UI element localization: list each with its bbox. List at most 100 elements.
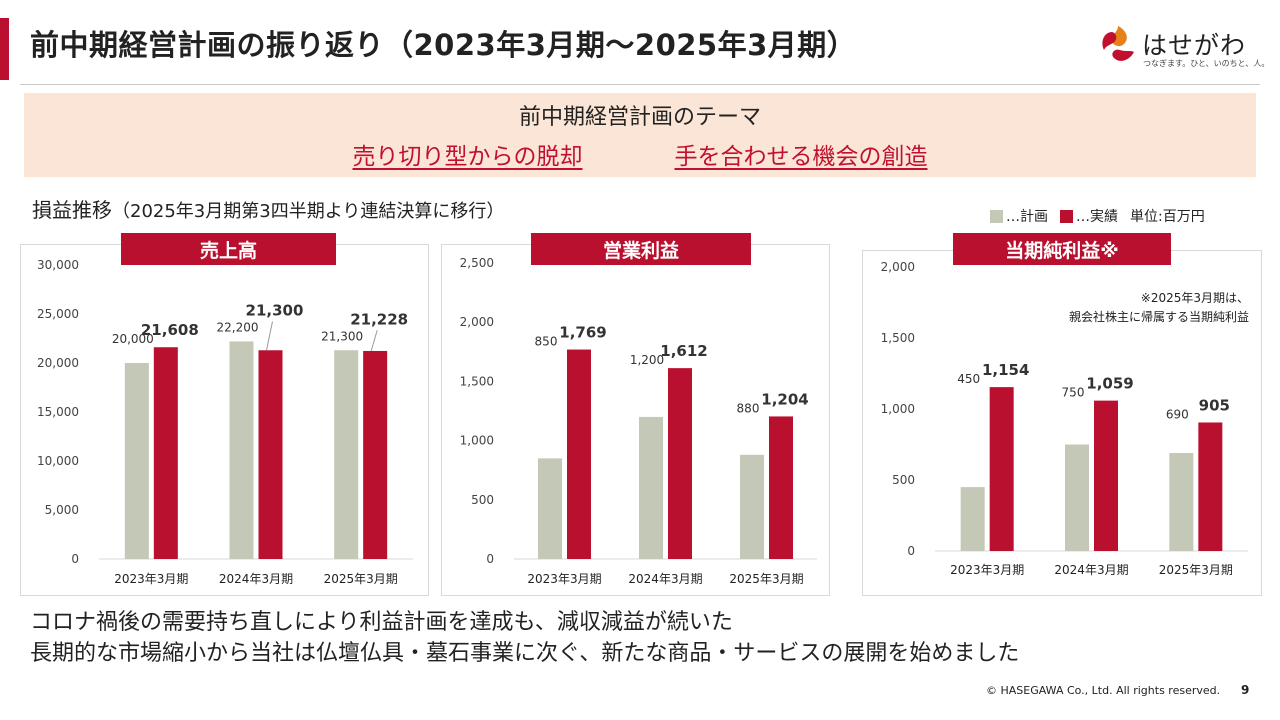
net-income-chart: 0 500 1,000 1,500 2,000 2023年3月期 450 1,154 2024年… bbox=[881, 260, 1248, 577]
plan-value-label: 21,300 bbox=[321, 329, 363, 343]
section-label-main: 損益推移 bbox=[32, 198, 112, 222]
y-tick-label: 20,000 bbox=[37, 356, 79, 370]
plan-bar bbox=[1065, 444, 1089, 551]
theme-item-2: 手を合わせる機会の創造 bbox=[674, 144, 928, 170]
y-tick-label: 1,000 bbox=[460, 434, 494, 448]
operating-profit-chart: 0 500 1,000 1,500 2,000 2,500 2023年3月期 850 1,769… bbox=[460, 256, 817, 586]
y-tick-label: 5,000 bbox=[45, 503, 79, 517]
plan-value-label: 20,000 bbox=[112, 332, 154, 346]
x-category-label: 2025年3月期 bbox=[324, 572, 398, 586]
plan-value-label: 690 bbox=[1166, 407, 1189, 421]
y-tick-label: 2,000 bbox=[460, 315, 494, 329]
chart-panel-operating-profit: 0 500 1,000 1,500 2,000 2,500 2023年3月期 850 1,769… bbox=[441, 244, 830, 596]
logo-text: はせがわ bbox=[1142, 31, 1247, 60]
actual-bar bbox=[769, 416, 793, 559]
y-tick-label: 2,500 bbox=[460, 256, 494, 270]
sales-chart: 0 5,000 10,000 15,000 20,000 25,000 30,000 2023… bbox=[37, 258, 413, 586]
plan-bar bbox=[538, 458, 562, 559]
actual-value-label: 1,204 bbox=[761, 390, 808, 408]
chart-title-net-income: 当期純利益※ bbox=[953, 233, 1171, 265]
legend-plan-swatch bbox=[990, 209, 1003, 223]
y-tick-label: 25,000 bbox=[37, 307, 79, 321]
conclusion-line-2: 長期的な市場縮小から当社は仏壇仏具・墓石事業に次ぐ、新たな商品・サービスの展開を… bbox=[30, 641, 1020, 666]
actual-bar bbox=[363, 350, 388, 559]
actual-value-label: 1,154 bbox=[982, 361, 1029, 379]
conclusion-text: コロナ禍後の需要持ち直しにより利益計画を達成も、減収減益が続いた 長期的な市場縮… bbox=[30, 607, 1019, 669]
actual-bar bbox=[567, 349, 591, 559]
net-income-note: ※2025年3月期は、 親会社株主に帰属する当期純利益 bbox=[1069, 289, 1249, 327]
y-tick-label: 30,000 bbox=[37, 258, 79, 272]
actual-value-label: 21,228 bbox=[350, 310, 408, 328]
plan-bar bbox=[639, 416, 663, 559]
y-tick-label: 0 bbox=[907, 544, 915, 558]
plan-value-label: 450 bbox=[957, 372, 980, 386]
y-tick-label: 10,000 bbox=[37, 454, 79, 468]
y-tick-label: 15,000 bbox=[37, 405, 79, 419]
plan-bar bbox=[1169, 453, 1194, 551]
theme-box: 前中期経営計画のテーマ 売り切り型からの脱却 手を合わせる機会の創造 bbox=[24, 93, 1256, 177]
actual-value-label: 21,608 bbox=[141, 321, 199, 339]
logo-tagline: つなぎます。ひと、いのちと、人。 bbox=[1143, 59, 1270, 68]
section-label-sub: （2025年3月期第3四半期より連結決算に移行） bbox=[112, 201, 505, 222]
net-income-note-line-1: ※2025年3月期は、 bbox=[1140, 291, 1249, 305]
page-title: 前中期経営計画の振り返り（2023年3月期～2025年3月期） bbox=[30, 28, 857, 62]
actual-bar bbox=[668, 368, 692, 559]
header-divider bbox=[20, 84, 1260, 85]
title-accent-bar bbox=[0, 18, 9, 80]
plan-bar bbox=[960, 487, 985, 551]
y-tick-label: 0 bbox=[71, 552, 79, 566]
plan-value-label: 750 bbox=[1062, 386, 1085, 400]
actual-bar bbox=[153, 347, 178, 559]
x-category-label: 2023年3月期 bbox=[114, 572, 188, 586]
conclusion-line-1: コロナ禍後の需要持ち直しにより利益計画を達成も、減収減益が続いた bbox=[30, 610, 733, 635]
plan-bar bbox=[740, 454, 764, 559]
legend-unit-label: 単位:百万円 bbox=[1130, 209, 1205, 225]
net-income-note-line-2: 親会社株主に帰属する当期純利益 bbox=[1068, 310, 1249, 324]
actual-value-label: 1,769 bbox=[559, 324, 606, 342]
y-tick-label: 500 bbox=[892, 473, 915, 487]
y-tick-label: 500 bbox=[471, 493, 494, 507]
company-logo: はせがわ つなぎます。ひと、いのちと、人。 bbox=[1098, 24, 1270, 74]
actual-bar bbox=[1198, 422, 1223, 551]
x-category-label: 2023年3月期 bbox=[527, 572, 601, 586]
plan-value-label: 880 bbox=[737, 401, 760, 415]
legend-actual-swatch bbox=[1060, 209, 1073, 223]
theme-item-1: 売り切り型からの脱却 bbox=[352, 144, 583, 170]
actual-bar bbox=[258, 350, 283, 559]
x-category-label: 2024年3月期 bbox=[628, 572, 702, 586]
actual-leader-line bbox=[266, 321, 273, 351]
plan-value-label: 850 bbox=[535, 335, 558, 349]
chart-panel-net-income: 0 500 1,000 1,500 2,000 2023年3月期 450 1,154 2024年… bbox=[862, 250, 1262, 596]
y-tick-label: 0 bbox=[486, 552, 494, 566]
actual-value-label: 1,059 bbox=[1086, 375, 1133, 393]
chart-title-operating-profit: 営業利益 bbox=[531, 233, 751, 265]
plan-value-label: 1,200 bbox=[630, 353, 664, 367]
x-category-label: 2023年3月期 bbox=[950, 563, 1024, 577]
actual-bar bbox=[1094, 400, 1118, 551]
x-category-label: 2024年3月期 bbox=[219, 572, 293, 586]
theme-title: 前中期経営計画のテーマ bbox=[518, 105, 761, 130]
section-label: 損益推移（2025年3月期第3四半期より連結決算に移行） bbox=[32, 194, 504, 223]
plan-bar bbox=[124, 363, 149, 559]
page-number: 9 bbox=[1241, 683, 1250, 697]
x-category-label: 2024年3月期 bbox=[1054, 563, 1128, 577]
logo-mark-icon bbox=[1102, 26, 1134, 61]
y-tick-label: 2,000 bbox=[881, 260, 915, 274]
chart-legend: …計画 …実績 単位:百万円 bbox=[990, 206, 1205, 226]
legend-actual-label: …実績 bbox=[1076, 209, 1118, 225]
plan-bar bbox=[334, 350, 359, 559]
actual-leader-line bbox=[370, 330, 378, 352]
plan-bar bbox=[229, 341, 254, 559]
actual-value-label: 21,300 bbox=[246, 301, 304, 319]
x-category-label: 2025年3月期 bbox=[729, 572, 803, 586]
chart-panel-sales: 0 5,000 10,000 15,000 20,000 25,000 30,000 2023… bbox=[20, 244, 429, 596]
legend-plan-label: …計画 bbox=[1006, 209, 1048, 225]
y-tick-label: 1,500 bbox=[881, 331, 915, 345]
actual-bar bbox=[989, 387, 1014, 551]
actual-value-label: 1,612 bbox=[660, 342, 707, 360]
actual-value-label: 905 bbox=[1199, 396, 1230, 414]
x-category-label: 2025年3月期 bbox=[1159, 563, 1233, 577]
plan-value-label: 22,200 bbox=[217, 320, 259, 334]
y-tick-label: 1,500 bbox=[460, 374, 494, 388]
copyright: © HASEGAWA Co., Ltd. All rights reserved… bbox=[986, 684, 1221, 697]
